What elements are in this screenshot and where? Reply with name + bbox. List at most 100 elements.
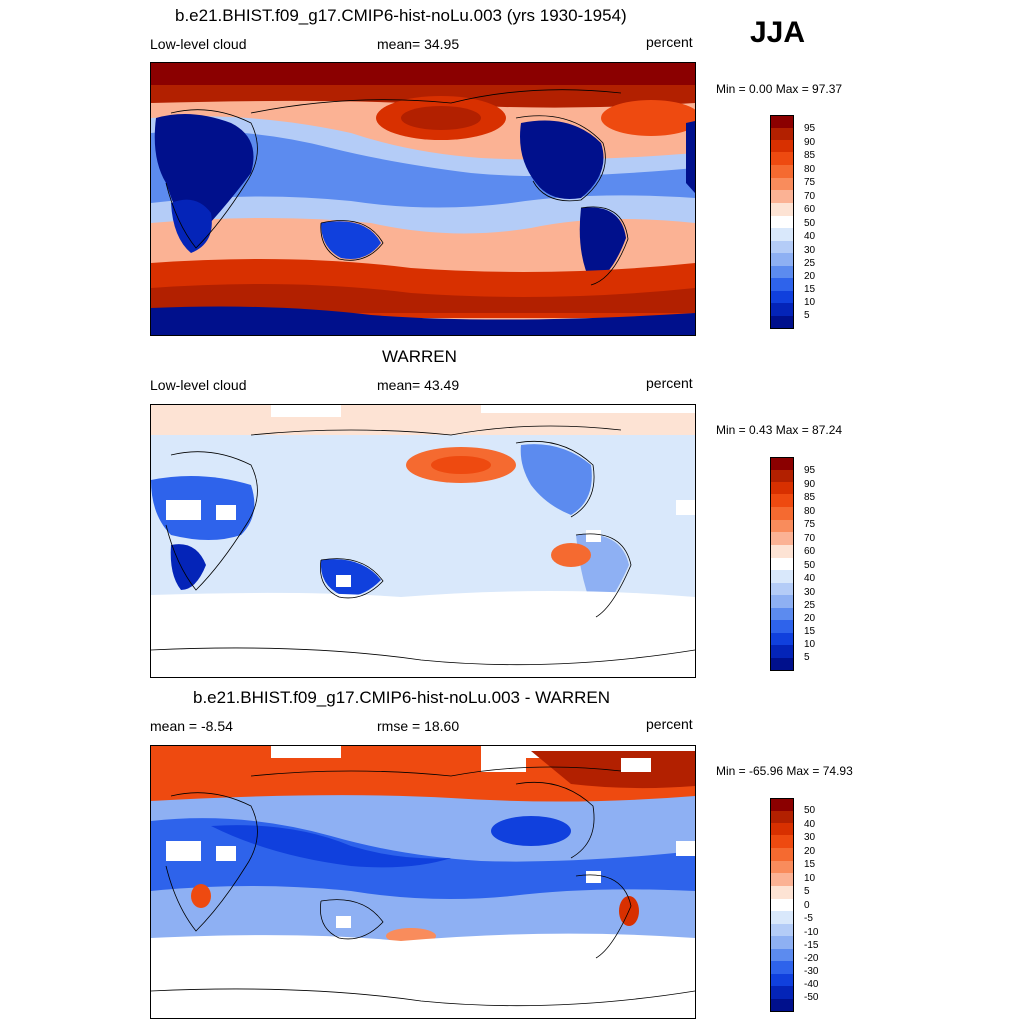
colorbar-cell <box>771 203 793 216</box>
colorbar-cell <box>771 658 793 670</box>
units-label: percent <box>646 34 693 50</box>
colorbar-label: 5 <box>804 310 810 321</box>
colorbar-label: 15 <box>804 284 816 295</box>
colorbar-cell <box>771 961 793 974</box>
colorbar-cell <box>771 620 793 633</box>
colorbar-cell <box>771 128 793 140</box>
colorbar-cell <box>771 278 793 291</box>
colorbar-cell <box>771 152 793 165</box>
colorbar-cell <box>771 228 793 241</box>
colorbar-cell <box>771 470 793 482</box>
variable-label: Low-level cloud <box>150 36 247 52</box>
colorbar-label: 40 <box>804 573 816 584</box>
colorbar-label: 80 <box>804 506 816 517</box>
colorbar-label: 60 <box>804 546 816 557</box>
colorbar-cell <box>771 974 793 986</box>
colorbar-label: -20 <box>804 953 819 964</box>
colorbar-label: 90 <box>804 479 816 490</box>
colorbar-cell <box>771 861 793 873</box>
colorbar-label: -5 <box>804 913 813 924</box>
colorbar-cell <box>771 949 793 961</box>
colorbar-label: -10 <box>804 927 819 938</box>
colorbar-cell <box>771 633 793 645</box>
colorbar-cell <box>771 886 793 899</box>
colorbar-label: 25 <box>804 600 816 611</box>
colorbar-label: 70 <box>804 191 816 202</box>
colorbar-cell <box>771 911 793 924</box>
colorbar-cell <box>771 986 793 999</box>
colorbar-label: 30 <box>804 832 816 843</box>
rmse-label: rmse = 18.60 <box>377 718 460 734</box>
colorbar-cell <box>771 116 793 128</box>
colorbar-cell <box>771 140 793 152</box>
colorbar-label: 40 <box>804 819 816 830</box>
colorbar-cell <box>771 799 793 811</box>
mean-label: mean= 34.95 <box>377 36 460 52</box>
colorbar-label: 20 <box>804 271 816 282</box>
colorbar-cell <box>771 482 793 494</box>
units-label: percent <box>646 375 693 391</box>
colorbar-cell <box>771 458 793 470</box>
colorbar-label: 20 <box>804 846 816 857</box>
colorbar-label: 10 <box>804 297 816 308</box>
colorbar-cell <box>771 520 793 532</box>
minmax-label: Min = 0.00 Max = 97.37 <box>716 82 843 96</box>
variable-label: Low-level cloud <box>150 377 247 393</box>
minmax-label: Min = 0.43 Max = 87.24 <box>716 423 843 437</box>
colorbar-label: 30 <box>804 245 816 256</box>
minmax-label: Min = -65.96 Max = 74.93 <box>716 764 853 778</box>
colorbar-cell <box>771 873 793 886</box>
colorbar-cell <box>771 190 793 203</box>
colorbar-label: 95 <box>804 465 816 476</box>
colorbar-label: 0 <box>804 900 810 911</box>
colorbar-cell <box>771 545 793 558</box>
colorbar-label: 50 <box>804 218 816 229</box>
colorbar-cell <box>771 570 793 583</box>
colorbar-cell <box>771 241 793 253</box>
colorbar-label: 60 <box>804 204 816 215</box>
colorbar-label: -40 <box>804 979 819 990</box>
colorbar-label: 15 <box>804 859 816 870</box>
colorbar-label: 5 <box>804 652 810 663</box>
colorbar-cell <box>771 583 793 595</box>
colorbar-cell <box>771 178 793 190</box>
panel-title: b.e21.BHIST.f09_g17.CMIP6-hist-noLu.003 … <box>193 688 611 707</box>
colorbar-difference <box>770 798 794 1012</box>
colorbar-label: 30 <box>804 587 816 598</box>
panel-title: WARREN <box>382 347 457 366</box>
colorbar-cell <box>771 936 793 949</box>
colorbar-label: 50 <box>804 805 816 816</box>
colorbar-cell <box>771 316 793 328</box>
colorbar-cell <box>771 835 793 848</box>
colorbar-cell <box>771 924 793 936</box>
colorbar-cell <box>771 216 793 228</box>
colorbar-cell <box>771 558 793 570</box>
colorbar-label: 20 <box>804 613 816 624</box>
panel-title: b.e21.BHIST.f09_g17.CMIP6-hist-noLu.003 … <box>175 6 627 25</box>
colorbar-label: 90 <box>804 137 816 148</box>
colorbar-cell <box>771 266 793 278</box>
colorbar-label: 25 <box>804 258 816 269</box>
map-observations <box>150 404 696 678</box>
colorbar-cell <box>771 532 793 545</box>
colorbar-label: 80 <box>804 164 816 175</box>
colorbar-label: 5 <box>804 886 810 897</box>
colorbar-label: 85 <box>804 150 816 161</box>
season-label: JJA <box>750 16 806 49</box>
colorbar-cell <box>771 291 793 303</box>
colorbar-label: 40 <box>804 231 816 242</box>
colorbar-observations <box>770 457 794 671</box>
units-label: percent <box>646 716 693 732</box>
colorbar-label: -30 <box>804 966 819 977</box>
colorbar-label: 10 <box>804 639 816 650</box>
colorbar-label: 70 <box>804 533 816 544</box>
colorbar-label: -50 <box>804 992 819 1003</box>
colorbar-cell <box>771 303 793 316</box>
colorbar-label: -15 <box>804 940 819 951</box>
colorbar-cell <box>771 165 793 178</box>
colorbar-cell <box>771 253 793 266</box>
colorbar-cell <box>771 595 793 608</box>
colorbar-cell <box>771 823 793 835</box>
colorbar-cell <box>771 507 793 520</box>
map-model <box>150 62 696 336</box>
